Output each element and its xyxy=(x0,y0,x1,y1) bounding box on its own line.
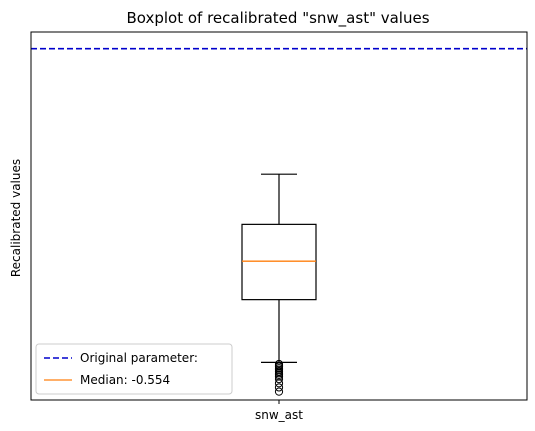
y-axis-label: Recalibrated values xyxy=(9,159,23,277)
x-tick-label: snw_ast xyxy=(255,408,303,422)
legend-box xyxy=(35,343,233,395)
legend-label: Original parameter: xyxy=(80,351,198,365)
iqr-box xyxy=(241,223,317,301)
outlier-point xyxy=(274,379,284,388)
outlier-point xyxy=(274,383,284,392)
outlier-point xyxy=(274,372,284,381)
outlier-point xyxy=(274,387,284,396)
legend-label: Median: -0.554 xyxy=(80,373,170,387)
outlier-point xyxy=(274,374,284,384)
plot-area: snw_ast xyxy=(30,31,528,422)
legend: Original parameter: Median: -0.554 xyxy=(35,343,233,395)
chart-title: Boxplot of recalibrated "snw_ast" values xyxy=(126,9,429,28)
